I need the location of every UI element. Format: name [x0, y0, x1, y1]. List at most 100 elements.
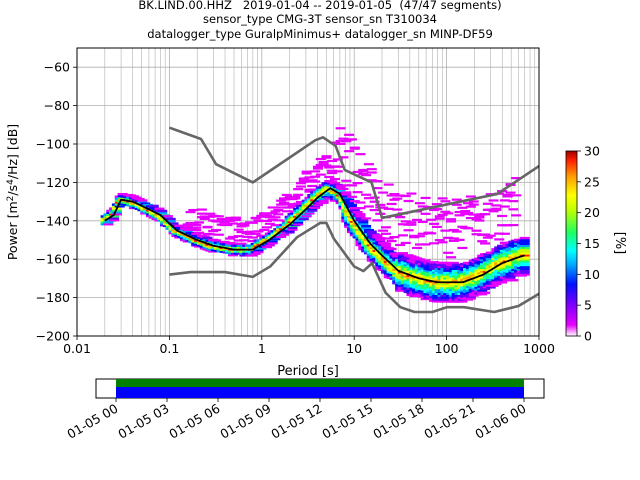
density-cell — [228, 235, 239, 239]
density-cell — [511, 177, 522, 180]
density-cell — [318, 161, 329, 164]
density-cell — [335, 139, 346, 143]
density-cell — [358, 170, 369, 173]
density-cell — [497, 214, 508, 218]
density-cell — [355, 213, 366, 216]
density-cell — [508, 208, 519, 211]
density-cell — [157, 209, 168, 213]
colorbar-tick-label: 15 — [584, 236, 600, 251]
y-tick-label: −160 — [36, 252, 70, 267]
density-cell — [480, 242, 491, 245]
density-cell — [318, 201, 329, 204]
density-cell — [519, 267, 530, 270]
density-cell — [380, 232, 391, 235]
x-tick-label: 1 — [258, 341, 266, 356]
density-cell — [185, 221, 196, 225]
density-cell — [519, 261, 530, 265]
density-cell — [276, 199, 287, 202]
density-cell — [420, 259, 431, 262]
density-cell — [315, 157, 326, 161]
density-cell — [352, 210, 363, 214]
density-cell — [162, 215, 173, 218]
density-cell — [301, 172, 312, 175]
density-cell — [295, 182, 306, 185]
availability-tick-label: 01-05 18 — [370, 401, 426, 442]
density-cell — [454, 214, 465, 217]
density-cell — [397, 234, 408, 237]
density-cell — [355, 153, 366, 156]
density-cell — [395, 216, 406, 219]
density-cell — [157, 211, 168, 215]
density-cell — [480, 291, 491, 294]
density-cell — [485, 234, 496, 237]
density-cell — [443, 261, 454, 265]
noise-models — [168, 126, 539, 314]
density-cell — [233, 235, 244, 238]
density-cell — [293, 188, 304, 191]
density-cell — [426, 262, 437, 265]
y-tick-label: −140 — [36, 213, 70, 228]
density-cell — [344, 198, 355, 201]
density-cell — [267, 206, 278, 209]
density-cell — [267, 218, 278, 221]
density-cell — [205, 233, 216, 236]
density-cell — [502, 195, 513, 198]
density-cell — [448, 237, 459, 240]
density-cell — [420, 243, 431, 246]
density-cell — [431, 207, 442, 211]
density-cell — [278, 233, 289, 236]
density-cell — [505, 191, 516, 194]
density-cell — [242, 235, 253, 238]
density-cell — [222, 223, 233, 226]
density-cell — [270, 216, 281, 219]
density-cell — [205, 212, 216, 215]
density-cell — [363, 163, 374, 166]
density-cell — [338, 187, 349, 191]
density-cell — [111, 211, 122, 214]
density-cell — [465, 205, 476, 208]
density-cell — [372, 234, 383, 237]
colorbar-tick-label: 20 — [584, 205, 600, 220]
density-cell — [443, 236, 454, 239]
density-cell — [349, 208, 360, 212]
x-tick-label: 1000 — [523, 341, 555, 356]
density-cell — [261, 245, 273, 249]
density-cell — [431, 225, 442, 228]
density-cell — [446, 220, 457, 223]
density-cell — [344, 200, 355, 203]
density-cell — [324, 166, 335, 169]
density-cell — [505, 276, 516, 279]
density-cell — [270, 210, 281, 213]
density-cell — [395, 194, 406, 197]
density-cell — [414, 258, 425, 261]
density-cell — [468, 203, 479, 206]
density-cell — [349, 200, 360, 203]
density-cell — [434, 239, 445, 242]
density-cell — [497, 224, 508, 227]
density-cell — [451, 230, 462, 233]
y-axis: −200 −180 −160 −140 −120 −100 −80 −60 — [36, 60, 77, 344]
y-axis-label: Power [m2/s4/Hz] [dB] — [5, 124, 20, 260]
density-cell — [304, 212, 315, 215]
density-cell — [471, 218, 482, 221]
density-cell — [465, 297, 476, 300]
density-cell — [154, 207, 165, 210]
density-cell — [440, 210, 451, 213]
availability-tick-label: 01-05 12 — [268, 401, 324, 442]
density-cell — [386, 202, 397, 206]
density-cell — [494, 238, 505, 241]
density-cell — [213, 215, 224, 218]
density-cell — [389, 236, 400, 239]
density-cell — [165, 217, 176, 221]
density-cell — [491, 282, 502, 286]
density-cell — [293, 223, 304, 226]
density-cell — [267, 212, 278, 215]
density-cell — [239, 224, 250, 227]
x-axis: 0.01 0.1 1 10 100 1000 — [63, 336, 555, 356]
density-cell — [431, 203, 442, 206]
density-cell — [346, 195, 357, 198]
density-cell — [519, 258, 530, 261]
density-cell — [233, 228, 244, 231]
density-cell — [426, 218, 437, 221]
